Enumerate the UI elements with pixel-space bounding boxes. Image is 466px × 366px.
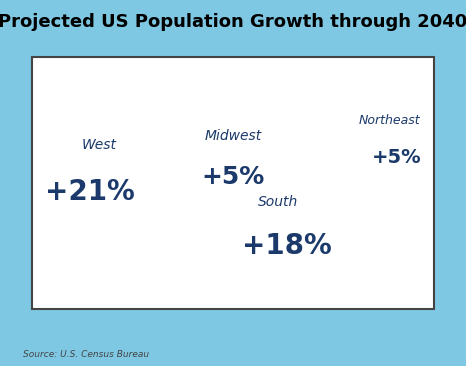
Text: Midwest: Midwest bbox=[205, 129, 261, 143]
Text: +21%: +21% bbox=[45, 179, 135, 206]
Text: +18%: +18% bbox=[242, 232, 331, 260]
Text: West: West bbox=[81, 138, 116, 152]
Text: Source: U.S. Census Bureau: Source: U.S. Census Bureau bbox=[23, 350, 150, 359]
Text: +5%: +5% bbox=[371, 148, 421, 167]
Bar bbox=[32, 57, 434, 309]
Text: Northeast: Northeast bbox=[359, 113, 420, 127]
Text: Projected US Population Growth through 2040: Projected US Population Growth through 2… bbox=[0, 13, 466, 31]
Text: South: South bbox=[258, 195, 298, 209]
Text: +5%: +5% bbox=[201, 165, 265, 189]
